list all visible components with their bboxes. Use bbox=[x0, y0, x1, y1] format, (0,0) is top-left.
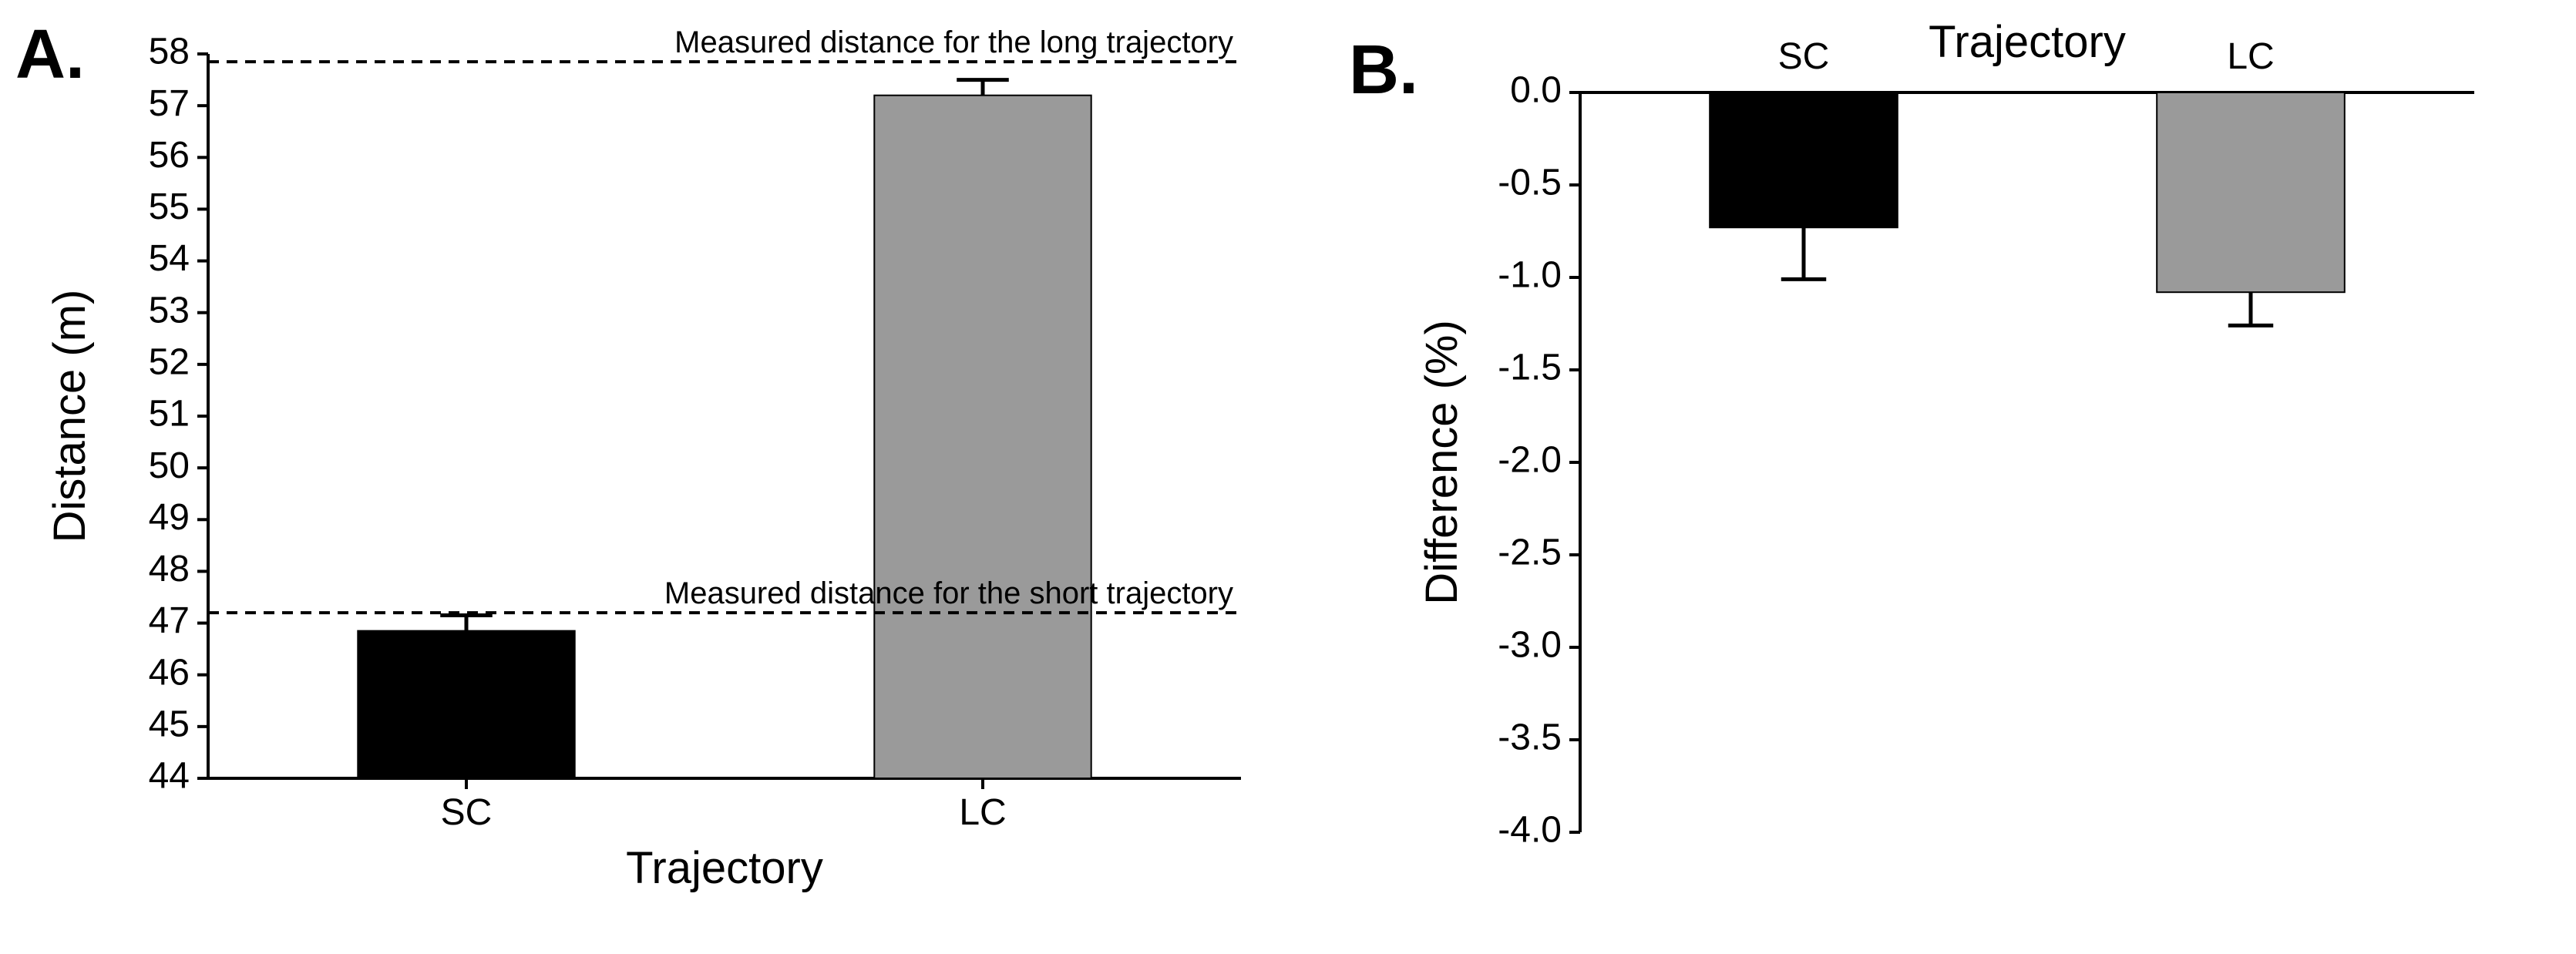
svg-text:SC: SC bbox=[441, 792, 493, 833]
svg-text:44: 44 bbox=[149, 756, 190, 797]
svg-text:LC: LC bbox=[959, 792, 1006, 833]
svg-text:-1.0: -1.0 bbox=[1498, 255, 1562, 296]
panel-b-label: B. bbox=[1349, 31, 1418, 110]
svg-text:56: 56 bbox=[149, 135, 190, 176]
svg-text:50: 50 bbox=[149, 445, 190, 486]
svg-text:Measured distance for the shor: Measured distance for the short trajecto… bbox=[664, 576, 1233, 610]
svg-text:Trajectory: Trajectory bbox=[1929, 17, 2126, 67]
svg-text:SC: SC bbox=[1778, 36, 1830, 77]
panel-a-label: A. bbox=[15, 15, 85, 95]
panel-a-chart: 44 45 46 47 48 49 50 51 52 53 54 55 56 57 58 Distance (… bbox=[0, 0, 1349, 950]
svg-text:Trajectory: Trajectory bbox=[626, 843, 823, 893]
svg-text:46: 46 bbox=[149, 652, 190, 693]
svg-text:Measured distance for the long: Measured distance for the long trajector… bbox=[674, 25, 1233, 59]
svg-text:51: 51 bbox=[149, 394, 190, 435]
svg-text:-3.0: -3.0 bbox=[1498, 625, 1562, 666]
svg-text:-2.0: -2.0 bbox=[1498, 440, 1562, 481]
panel-a: A. 44 45 46 47 48 49 50 51 52 53 54 55 56 57 58 Distanc… bbox=[0, 0, 1349, 950]
svg-text:Difference (%): Difference (%) bbox=[1417, 320, 1467, 605]
svg-text:57: 57 bbox=[149, 83, 190, 124]
svg-text:-2.5: -2.5 bbox=[1498, 532, 1562, 573]
svg-text:-1.5: -1.5 bbox=[1498, 348, 1562, 388]
svg-text:55: 55 bbox=[149, 186, 190, 227]
svg-text:-3.5: -3.5 bbox=[1498, 717, 1562, 758]
panel-b: B. 0.0 -0.5 -1.0 -1.5 -2.0 -2.5 -3.0 -3.5 -4.0 Di… bbox=[1349, 0, 2576, 950]
svg-text:-0.5: -0.5 bbox=[1498, 163, 1562, 203]
figure-root: A. 44 45 46 47 48 49 50 51 52 53 54 55 56 57 58 Distanc… bbox=[0, 0, 2576, 950]
svg-text:49: 49 bbox=[149, 497, 190, 538]
svg-text:54: 54 bbox=[149, 238, 190, 279]
svg-text:48: 48 bbox=[149, 549, 190, 590]
svg-text:58: 58 bbox=[149, 32, 190, 72]
svg-text:45: 45 bbox=[149, 704, 190, 745]
svg-text:LC: LC bbox=[2227, 36, 2274, 77]
svg-text:-4.0: -4.0 bbox=[1498, 810, 1562, 851]
panel-b-chart: 0.0 -0.5 -1.0 -1.5 -2.0 -2.5 -3.0 -3.5 -4.0 Diffe… bbox=[1349, 0, 2576, 950]
svg-text:Distance (m): Distance (m) bbox=[45, 290, 95, 543]
svg-text:52: 52 bbox=[149, 342, 190, 383]
svg-text:0.0: 0.0 bbox=[1510, 70, 1562, 111]
svg-text:53: 53 bbox=[149, 290, 190, 331]
svg-text:47: 47 bbox=[149, 600, 190, 641]
